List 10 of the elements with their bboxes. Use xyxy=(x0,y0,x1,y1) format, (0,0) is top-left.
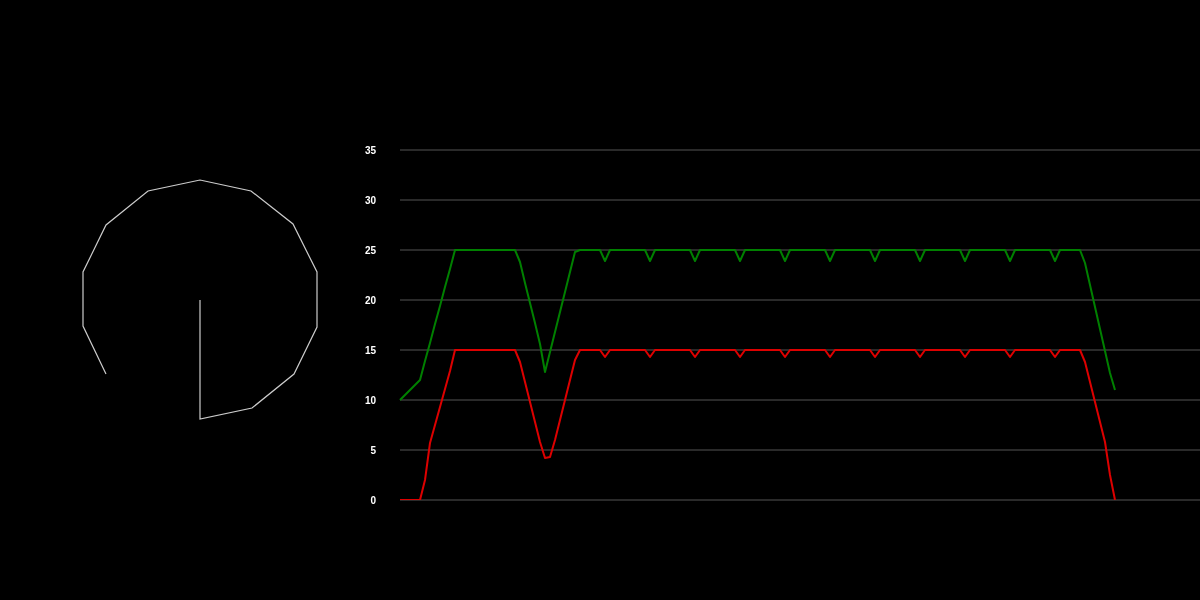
line-series xyxy=(399,349,1116,500)
y-tick-label: 15 xyxy=(364,344,377,356)
y-tick-label: 20 xyxy=(364,294,377,306)
y-tick-label: 0 xyxy=(370,494,377,506)
y-tick-label: 25 xyxy=(364,244,377,256)
y-tick-label: 35 xyxy=(364,144,377,156)
y-tick-label: 30 xyxy=(364,194,377,206)
line-series xyxy=(399,249,1116,401)
y-tick-label: 10 xyxy=(364,394,377,406)
y-tick-label: 5 xyxy=(370,444,377,456)
